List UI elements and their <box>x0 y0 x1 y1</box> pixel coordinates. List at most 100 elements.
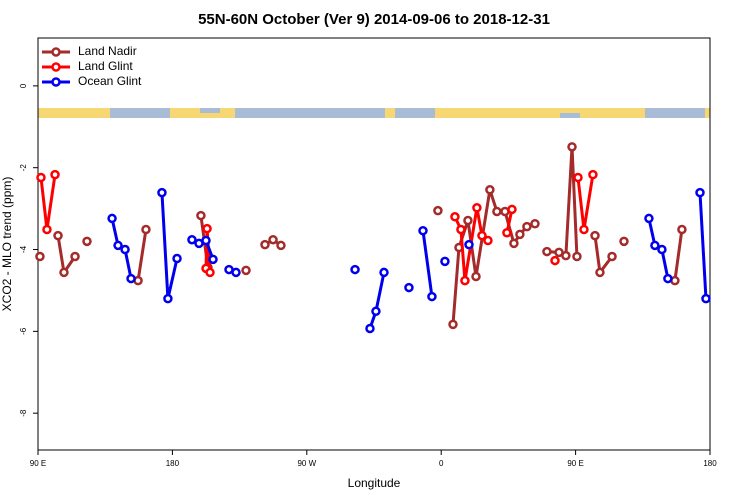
data-point <box>231 267 241 278</box>
y-tick-label: -6 <box>19 327 28 335</box>
x-tick-label: 180 <box>703 459 717 468</box>
data-point <box>120 244 130 255</box>
data-point <box>542 246 552 257</box>
data-point <box>163 293 173 304</box>
y-tick-label: -4 <box>19 245 28 253</box>
data-point <box>157 187 167 198</box>
data-point <box>433 205 443 216</box>
data-point <box>450 212 460 222</box>
data-point <box>404 282 414 293</box>
data-point <box>701 293 711 304</box>
legend-marker <box>51 47 61 57</box>
data-point <box>427 291 437 302</box>
data-point <box>695 187 705 198</box>
data-point <box>522 221 532 232</box>
data-point <box>572 251 582 262</box>
data-point <box>59 267 69 278</box>
series-line <box>546 146 579 258</box>
data-point <box>644 213 654 224</box>
data-point <box>471 271 481 282</box>
y-tick-label: 0 <box>19 83 28 88</box>
data-point <box>141 224 151 235</box>
data-point <box>472 203 482 213</box>
data-point <box>187 234 197 245</box>
data-point <box>205 267 215 278</box>
data-point <box>561 250 571 261</box>
data-point <box>172 253 182 264</box>
data-point <box>196 210 206 221</box>
data-point <box>42 224 52 235</box>
data-point <box>619 236 629 247</box>
data-point <box>241 265 251 276</box>
x-axis-label: Longitude <box>348 476 401 490</box>
data-point <box>492 206 502 217</box>
data-point <box>448 319 458 330</box>
x-tick-label: 0 <box>439 459 444 468</box>
data-point <box>588 169 598 180</box>
data-point <box>663 273 673 284</box>
data-point <box>650 240 660 251</box>
series-line <box>136 229 148 281</box>
plot-frame <box>37 37 711 451</box>
data-point <box>607 251 617 262</box>
data-point <box>657 244 667 255</box>
data-point <box>371 306 381 317</box>
data-point <box>677 224 687 235</box>
data-point <box>260 239 270 250</box>
data-point <box>509 238 519 249</box>
data-point <box>126 273 136 284</box>
data-point <box>515 229 525 240</box>
data-point <box>456 224 466 235</box>
legend-label: Land Nadir <box>78 44 137 58</box>
data-point <box>485 185 495 195</box>
series-line <box>160 192 179 299</box>
data-point <box>82 236 92 247</box>
data-point <box>567 142 577 152</box>
data-point <box>36 172 46 183</box>
data-point <box>113 240 123 251</box>
x-tick-label: 180 <box>166 459 180 468</box>
data-point <box>208 254 218 265</box>
data-point <box>53 230 63 241</box>
data-point <box>460 275 470 286</box>
data-point <box>440 256 450 267</box>
map-strip <box>38 108 710 118</box>
series-line <box>421 230 434 297</box>
y-tick-label: -2 <box>19 164 28 172</box>
series-line <box>673 229 684 281</box>
data-point <box>107 213 117 224</box>
x-tick-label: 90 E <box>30 459 46 468</box>
data-point <box>350 264 360 275</box>
data-point <box>463 215 473 226</box>
series-line <box>576 174 595 230</box>
data-point <box>579 224 589 235</box>
data-point <box>550 255 560 266</box>
x-tick-label: 90 E <box>567 459 583 468</box>
data-point <box>202 223 212 234</box>
series-line <box>39 174 57 230</box>
y-axis-label: XCO2 - MLO trend (ppm) <box>0 177 14 312</box>
x-tick-label: 90 W <box>297 459 316 468</box>
data-point <box>201 235 211 246</box>
data-point <box>268 234 278 245</box>
data-point <box>477 230 487 241</box>
data-point <box>379 267 389 278</box>
chart-title: 55N-60N October (Ver 9) 2014-09-06 to 20… <box>198 11 550 28</box>
data-point <box>595 267 605 278</box>
data-point <box>35 251 45 262</box>
data-point <box>483 235 493 246</box>
series-line <box>698 192 708 299</box>
data-point <box>276 240 286 251</box>
data-point <box>50 169 60 180</box>
series-line <box>368 272 386 329</box>
y-tick-label: -8 <box>19 409 28 417</box>
data-point <box>365 323 375 334</box>
data-point <box>507 204 517 215</box>
data-point <box>464 239 474 250</box>
data-point <box>502 227 512 238</box>
data-point <box>590 230 600 241</box>
legend-label: Land Glint <box>78 59 133 73</box>
legend-marker <box>51 77 61 87</box>
